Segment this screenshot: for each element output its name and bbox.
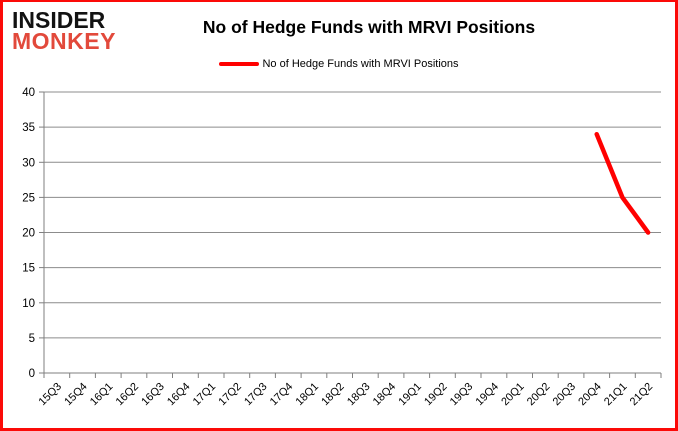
y-tick-label: 0 [29, 368, 35, 380]
y-tick-label: 25 [22, 192, 35, 204]
x-tick-label: 17Q1 [191, 381, 219, 409]
x-tick-label: 17Q2 [216, 381, 244, 409]
x-tick-label: 17Q4 [268, 381, 296, 409]
y-tick-label: 30 [22, 157, 35, 169]
x-tick-label: 15Q3 [36, 381, 64, 409]
x-tick-label: 18Q3 [345, 381, 373, 409]
legend-label: No of Hedge Funds with MRVI Positions [262, 58, 459, 70]
x-tick-label: 21Q2 [628, 381, 656, 409]
x-tick-label: 20Q1 [499, 381, 527, 409]
x-tick-label: 18Q4 [371, 381, 399, 409]
x-tick-label: 19Q4 [473, 381, 501, 409]
x-tick-label: 19Q1 [396, 381, 424, 409]
x-tick-label: 20Q4 [576, 381, 604, 409]
legend: No of Hedge Funds with MRVI Positions [3, 58, 675, 70]
x-tick-label: 17Q3 [242, 381, 270, 409]
y-tick-label: 10 [22, 298, 35, 310]
y-tick-label: 15 [22, 263, 35, 275]
x-tick-label: 18Q1 [293, 381, 321, 409]
line-chart: 0 5 10 15 20 25 30 35 40 15Q315Q416Q116Q216Q316Q4… [22, 87, 662, 409]
x-tick-label: 19Q2 [422, 381, 450, 409]
x-tick-label: 16Q4 [165, 381, 193, 409]
x-tick-label: 21Q1 [602, 381, 630, 409]
x-tick-label: 19Q3 [448, 381, 476, 409]
series-line [594, 131, 651, 235]
x-tick-label: 20Q3 [551, 381, 579, 409]
x-tick-label: 15Q4 [62, 381, 90, 409]
x-tick-label: 20Q2 [525, 381, 553, 409]
y-tick-label: 20 [22, 228, 35, 240]
x-tick-label: 16Q2 [114, 381, 142, 409]
y-tick-label: 5 [29, 333, 35, 345]
y-tick-label: 35 [22, 122, 35, 134]
chart-title: No of Hedge Funds with MRVI Positions [202, 17, 536, 37]
insider-monkey-logo: INSIDER MONKEY [12, 9, 116, 53]
legend-line-swatch [219, 62, 260, 66]
logo-insider-text: INSIDER [12, 7, 106, 33]
logo-monkey-text: MONKEY [12, 28, 116, 54]
x-tick-label: 18Q2 [319, 381, 347, 409]
y-tick-label: 40 [22, 87, 35, 99]
x-tick-label: 16Q1 [88, 381, 116, 409]
x-tick-label: 16Q3 [139, 381, 167, 409]
